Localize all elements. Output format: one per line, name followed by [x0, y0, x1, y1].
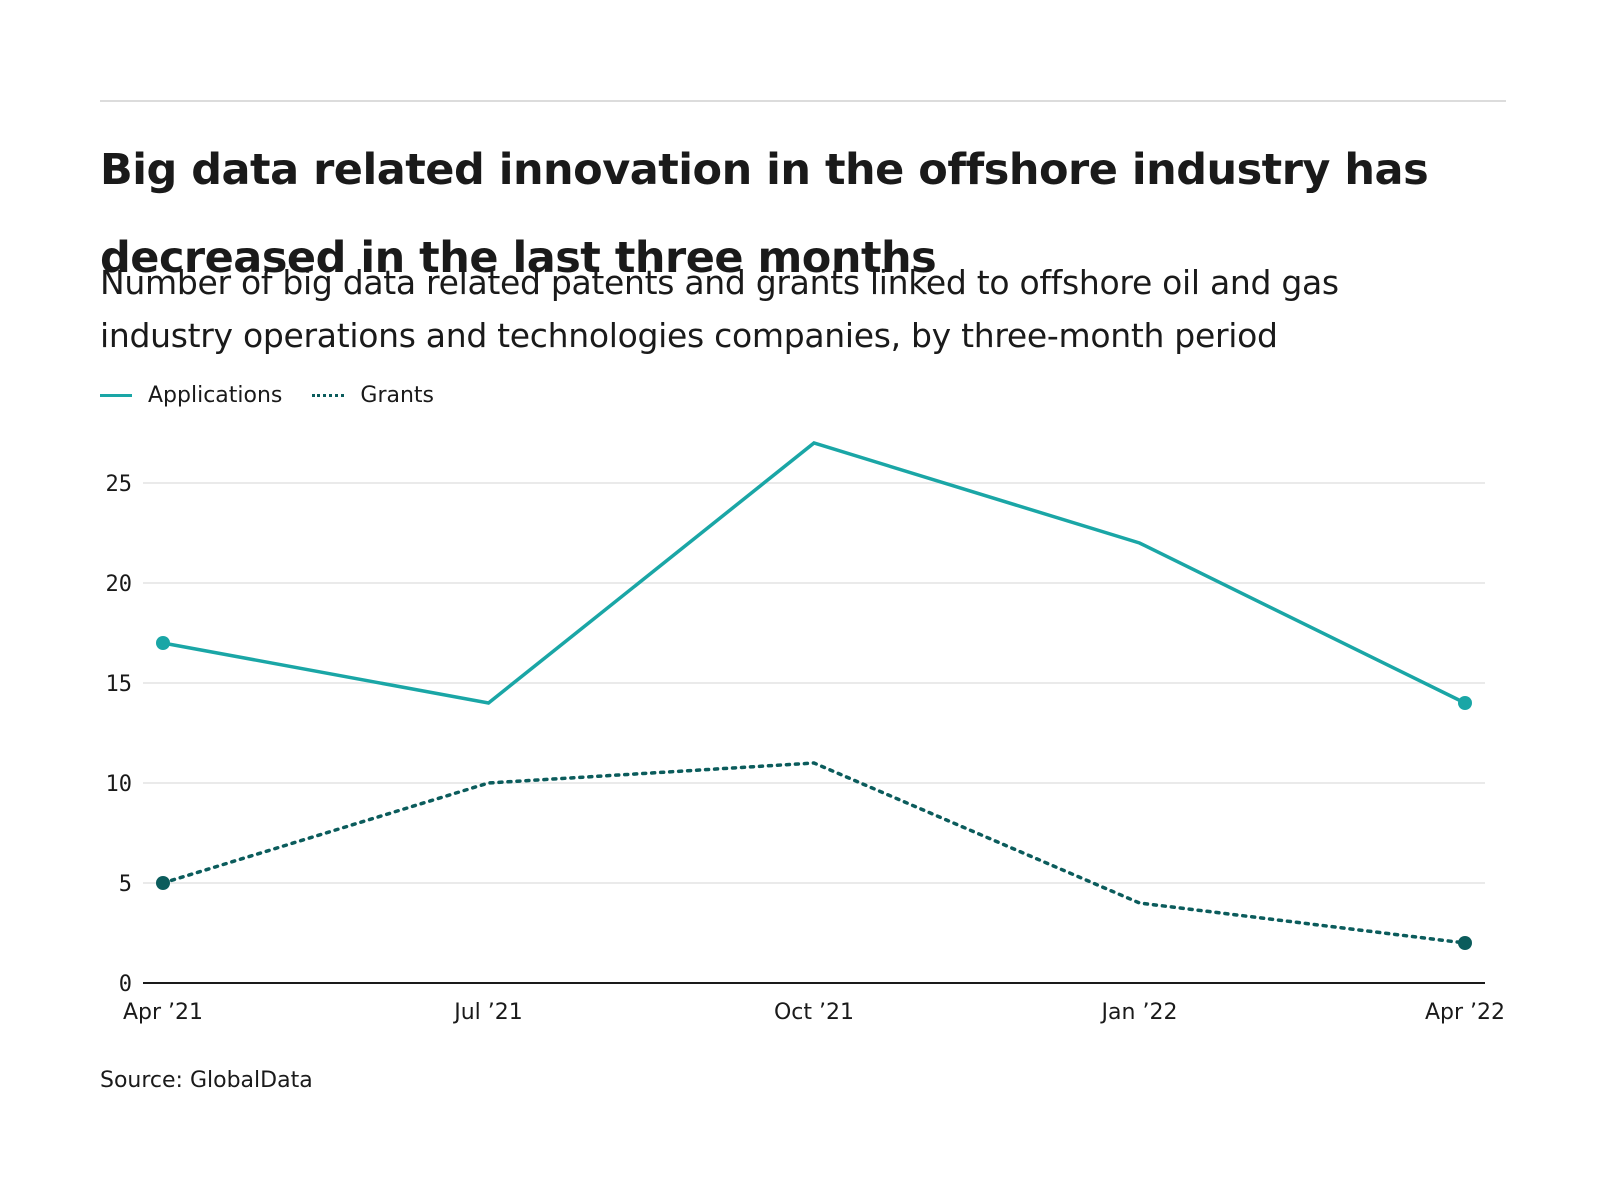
point-grants-0: [156, 876, 170, 890]
point-grants-4: [1458, 936, 1472, 950]
x-tick-label-3: Jan ’22: [1100, 1000, 1178, 1025]
top-divider: [100, 100, 1506, 102]
point-applications-4: [1458, 696, 1472, 710]
legend-label-applications: Applications: [148, 382, 283, 408]
legend-label-grants: Grants: [360, 382, 434, 408]
y-tick-label-25: 25: [106, 472, 133, 497]
legend-item-applications[interactable]: Applications: [100, 383, 282, 408]
x-tick-label-2: Oct ’21: [774, 1000, 854, 1025]
legend-item-grants[interactable]: Grants: [312, 383, 434, 408]
x-tick-label-4: Apr ’22: [1425, 1000, 1505, 1025]
chart-title-line-1: Big data related innovation in the offsh…: [100, 145, 1429, 195]
series-line-grants: [161, 761, 1467, 945]
legend-swatch-grants: [312, 393, 345, 397]
series-line-applications: [162, 441, 1466, 705]
grid-layer: [143, 482, 1485, 884]
source-note: Source: GlobalData: [100, 1068, 313, 1093]
x-axis: Apr ’21 Jul ’21 Oct ’21 Jan ’22 Apr ’22: [123, 982, 1505, 1025]
chart-subtitle-line-2: industry operations and technologies com…: [100, 316, 1278, 355]
y-tick-label-15: 15: [106, 672, 133, 697]
x-tick-label-0: Apr ’21: [123, 1000, 203, 1025]
y-tick-label-5: 5: [119, 872, 132, 897]
x-tick-label-1: Jul ’21: [452, 1000, 523, 1025]
legend-swatch-applications: [100, 393, 132, 397]
chart-legend: Applications Grants: [100, 380, 464, 410]
series-layer: [156, 441, 1472, 950]
chart-title-line-2: decreased in the last three months: [100, 233, 937, 283]
y-tick-label-20: 20: [106, 572, 133, 597]
chart-subtitle: Number of big data related patents and g…: [100, 256, 1540, 362]
chart-title: Big data related innovation in the offsh…: [100, 126, 1520, 302]
y-axis: 0 5 10 15 20 25: [106, 472, 133, 997]
y-tick-label-0: 0: [119, 972, 132, 997]
chart-subtitle-line-1: Number of big data related patents and g…: [100, 263, 1339, 302]
y-tick-label-10: 10: [106, 772, 133, 797]
point-applications-0: [156, 636, 170, 650]
